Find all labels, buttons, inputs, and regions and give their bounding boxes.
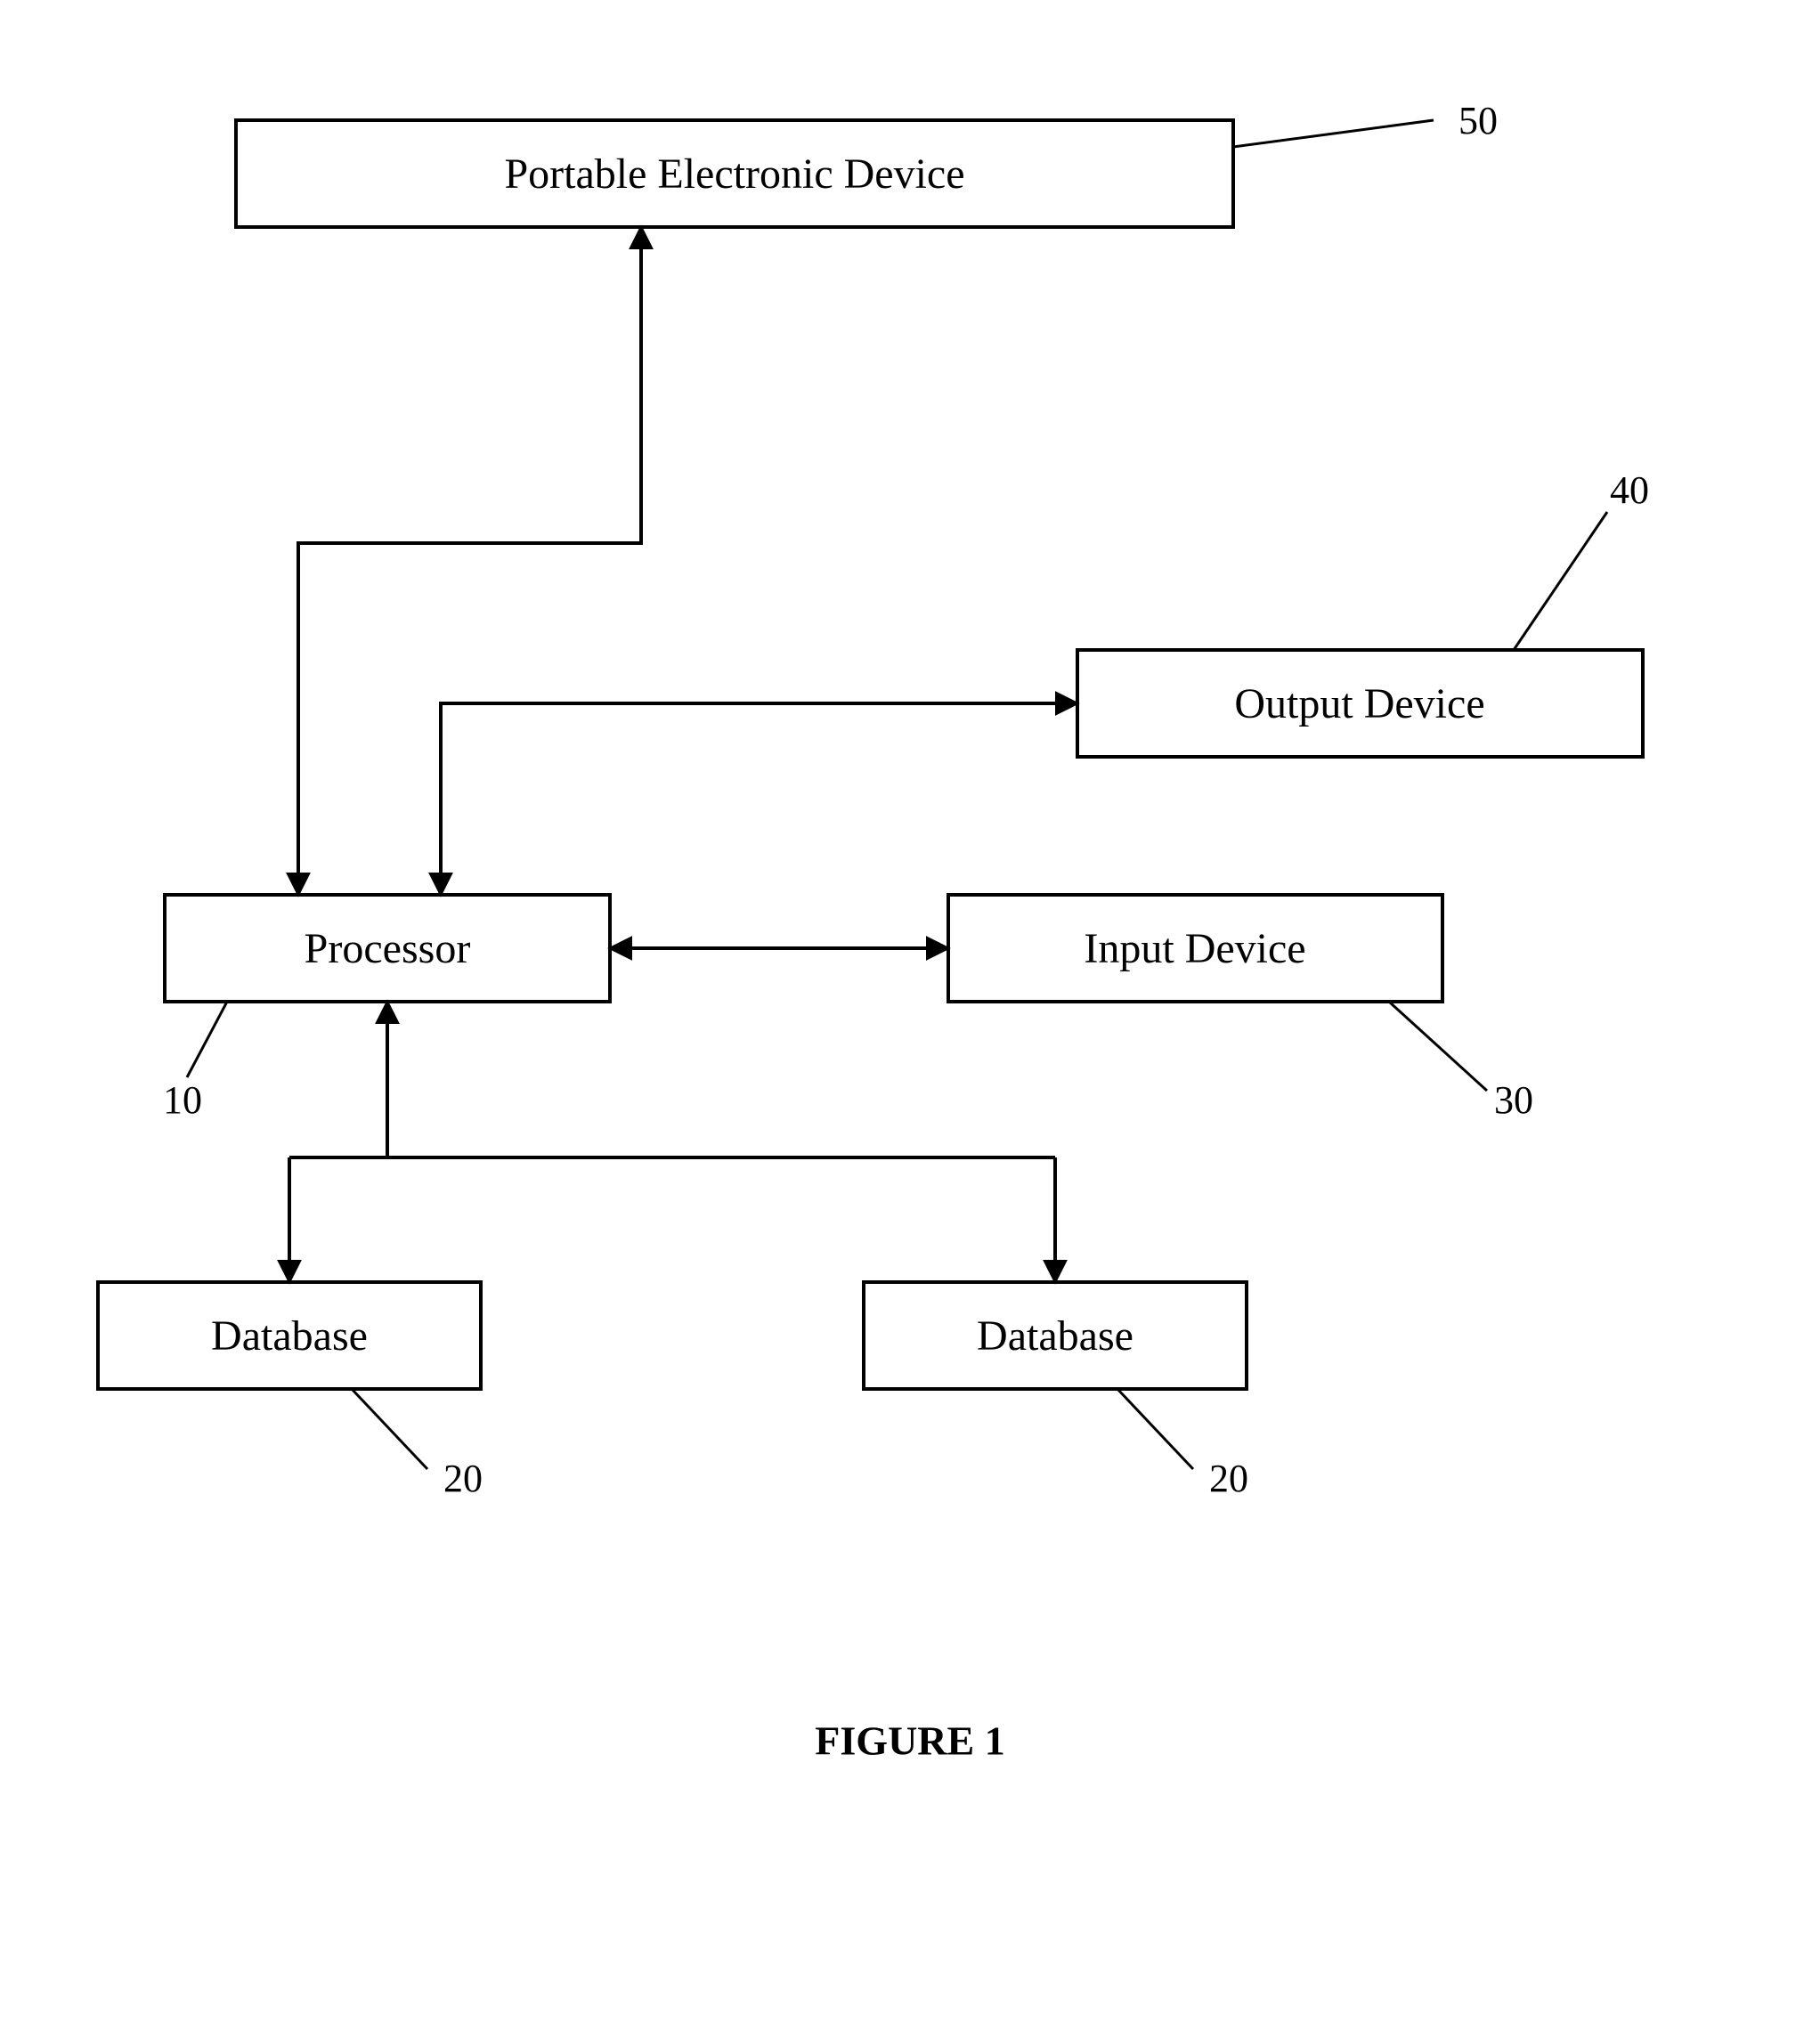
ref-db1: 20: [443, 1457, 483, 1500]
node-db2: Database: [864, 1282, 1247, 1389]
leader-db2: [1117, 1389, 1193, 1469]
leader-output: [1514, 512, 1607, 650]
ref-db2: 20: [1209, 1457, 1248, 1500]
edge-processor-ped: [298, 227, 641, 895]
edge-processor-output: [441, 703, 1077, 895]
ref-input: 30: [1494, 1078, 1533, 1122]
leader-input: [1389, 1002, 1487, 1091]
node-ped: Portable Electronic Device: [236, 120, 1233, 227]
node-output-label: Output Device: [1234, 680, 1484, 727]
node-db1: Database: [98, 1282, 481, 1389]
node-db1-label: Database: [211, 1312, 368, 1360]
ref-processor: 10: [163, 1078, 202, 1122]
ref-output: 40: [1610, 468, 1649, 512]
node-processor-label: Processor: [305, 925, 471, 972]
leader-db1: [352, 1389, 427, 1469]
node-output: Output Device: [1077, 650, 1643, 757]
leader-processor: [187, 1002, 227, 1077]
figure-caption: FIGURE 1: [815, 1718, 1004, 1764]
node-processor: Processor: [165, 895, 610, 1002]
block-diagram: Portable Electronic Device Output Device…: [0, 0, 1820, 2022]
leader-ped: [1233, 120, 1434, 147]
node-input: Input Device: [948, 895, 1442, 1002]
node-ped-label: Portable Electronic Device: [504, 150, 964, 198]
node-db2-label: Database: [977, 1312, 1133, 1360]
node-input-label: Input Device: [1084, 925, 1305, 972]
ref-ped: 50: [1458, 99, 1498, 142]
